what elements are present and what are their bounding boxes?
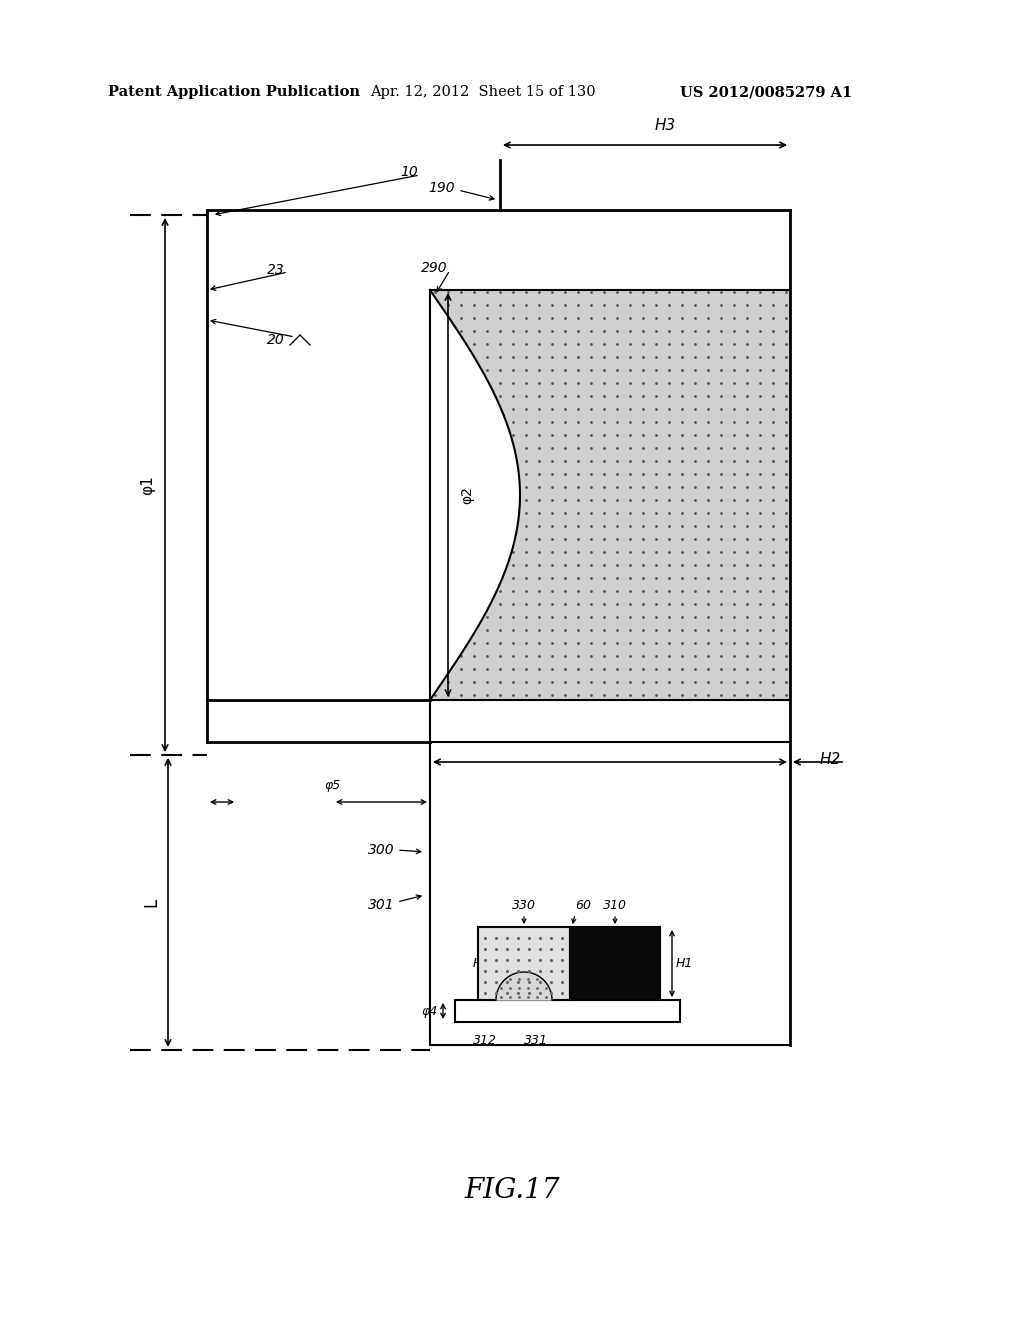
Text: φ2: φ2: [460, 486, 474, 504]
Text: φ1: φ1: [140, 475, 155, 495]
Text: 23: 23: [267, 263, 285, 277]
Text: 20: 20: [267, 333, 285, 347]
Text: L: L: [142, 898, 160, 907]
Text: Patent Application Publication: Patent Application Publication: [108, 84, 360, 99]
Text: H2: H2: [820, 752, 842, 767]
Text: 10: 10: [400, 165, 418, 180]
Text: US 2012/0085279 A1: US 2012/0085279 A1: [680, 84, 852, 99]
Text: FIG.17: FIG.17: [464, 1176, 560, 1204]
Text: φ5: φ5: [325, 779, 341, 792]
Text: 60: 60: [575, 899, 591, 912]
Bar: [478, 927, 570, 1001]
Text: H3: H3: [654, 117, 676, 133]
Text: 312: 312: [473, 1034, 497, 1047]
Text: H5: H5: [542, 957, 559, 970]
Bar: [570, 927, 660, 1001]
Text: 190: 190: [428, 181, 455, 195]
Text: 300: 300: [369, 843, 395, 857]
Text: H1: H1: [676, 957, 693, 970]
Text: 330: 330: [512, 899, 536, 912]
Polygon shape: [496, 972, 552, 1001]
Text: φ4: φ4: [422, 1005, 438, 1018]
Polygon shape: [430, 290, 790, 700]
Text: Apr. 12, 2012  Sheet 15 of 130: Apr. 12, 2012 Sheet 15 of 130: [370, 84, 596, 99]
Text: 301: 301: [369, 898, 395, 912]
Text: 331: 331: [524, 1034, 548, 1047]
Text: 290: 290: [421, 261, 449, 275]
Text: H6: H6: [473, 957, 490, 970]
Text: 310: 310: [603, 899, 627, 912]
